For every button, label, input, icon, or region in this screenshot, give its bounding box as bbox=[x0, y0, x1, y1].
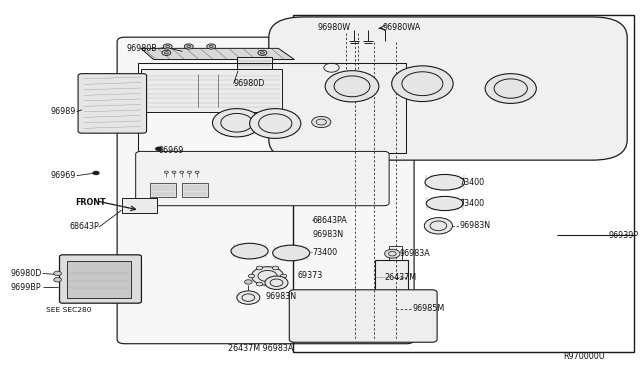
FancyBboxPatch shape bbox=[289, 290, 437, 342]
Circle shape bbox=[312, 116, 331, 128]
Ellipse shape bbox=[273, 245, 310, 261]
Circle shape bbox=[207, 44, 216, 49]
Circle shape bbox=[424, 218, 452, 234]
Ellipse shape bbox=[231, 243, 268, 259]
Circle shape bbox=[163, 44, 172, 49]
Circle shape bbox=[252, 267, 284, 285]
Bar bbox=[138, 63, 406, 153]
FancyBboxPatch shape bbox=[117, 37, 414, 344]
Text: 96980B: 96980B bbox=[126, 44, 157, 53]
Text: 73400: 73400 bbox=[460, 178, 484, 187]
Circle shape bbox=[273, 282, 279, 286]
Bar bbox=[293, 15, 634, 352]
Circle shape bbox=[244, 280, 252, 284]
Bar bbox=[389, 246, 402, 261]
Circle shape bbox=[385, 249, 400, 258]
Text: 26437M: 26437M bbox=[384, 273, 416, 282]
Circle shape bbox=[156, 147, 162, 151]
Circle shape bbox=[54, 278, 61, 282]
Text: 9699BP: 9699BP bbox=[11, 283, 42, 292]
Text: 96983N: 96983N bbox=[266, 292, 297, 301]
Circle shape bbox=[485, 74, 536, 103]
FancyBboxPatch shape bbox=[269, 17, 627, 160]
Text: 96983A: 96983A bbox=[400, 249, 431, 258]
Text: 69373: 69373 bbox=[298, 271, 323, 280]
FancyBboxPatch shape bbox=[136, 151, 389, 206]
Circle shape bbox=[265, 276, 288, 289]
Text: FRONT: FRONT bbox=[76, 198, 106, 207]
Ellipse shape bbox=[426, 196, 463, 211]
Text: 96980W: 96980W bbox=[317, 23, 351, 32]
Bar bbox=[141, 69, 282, 112]
Polygon shape bbox=[141, 48, 294, 60]
Text: 96989: 96989 bbox=[50, 107, 76, 116]
Text: 96969: 96969 bbox=[50, 171, 76, 180]
Circle shape bbox=[256, 282, 263, 286]
FancyBboxPatch shape bbox=[78, 74, 147, 133]
Text: 26437M 96983A: 26437M 96983A bbox=[228, 344, 293, 353]
Circle shape bbox=[273, 266, 279, 270]
Text: 96985M: 96985M bbox=[413, 304, 445, 313]
Bar bbox=[122, 198, 157, 213]
Text: R970000U: R970000U bbox=[563, 352, 605, 361]
Text: 73400: 73400 bbox=[460, 199, 484, 208]
Text: 96969: 96969 bbox=[159, 146, 184, 155]
Bar bbox=[182, 183, 208, 197]
Circle shape bbox=[256, 266, 263, 270]
Text: 96980WA: 96980WA bbox=[383, 23, 421, 32]
Text: SEE SEC280: SEE SEC280 bbox=[46, 307, 92, 312]
Bar bbox=[237, 57, 272, 79]
Ellipse shape bbox=[425, 174, 465, 190]
Text: 68643PA: 68643PA bbox=[312, 216, 347, 225]
Text: 68643P: 68643P bbox=[70, 222, 99, 231]
Bar bbox=[375, 260, 408, 291]
Bar bbox=[67, 261, 131, 298]
Text: 96983N: 96983N bbox=[460, 221, 491, 230]
Circle shape bbox=[248, 274, 255, 278]
Circle shape bbox=[93, 171, 99, 175]
FancyBboxPatch shape bbox=[60, 255, 141, 303]
Circle shape bbox=[162, 50, 171, 55]
Bar bbox=[150, 183, 176, 197]
Circle shape bbox=[325, 71, 379, 102]
Text: 96983N: 96983N bbox=[312, 230, 344, 239]
Text: 73400: 73400 bbox=[312, 248, 337, 257]
Text: 96980D: 96980D bbox=[234, 79, 265, 88]
Circle shape bbox=[250, 109, 301, 138]
Circle shape bbox=[212, 109, 261, 137]
Text: 96980D: 96980D bbox=[10, 269, 42, 278]
Circle shape bbox=[392, 66, 453, 102]
Circle shape bbox=[184, 44, 193, 49]
Circle shape bbox=[54, 271, 61, 276]
Circle shape bbox=[280, 274, 287, 278]
Circle shape bbox=[237, 291, 260, 304]
Circle shape bbox=[258, 50, 267, 55]
Text: 96939P: 96939P bbox=[609, 231, 639, 240]
